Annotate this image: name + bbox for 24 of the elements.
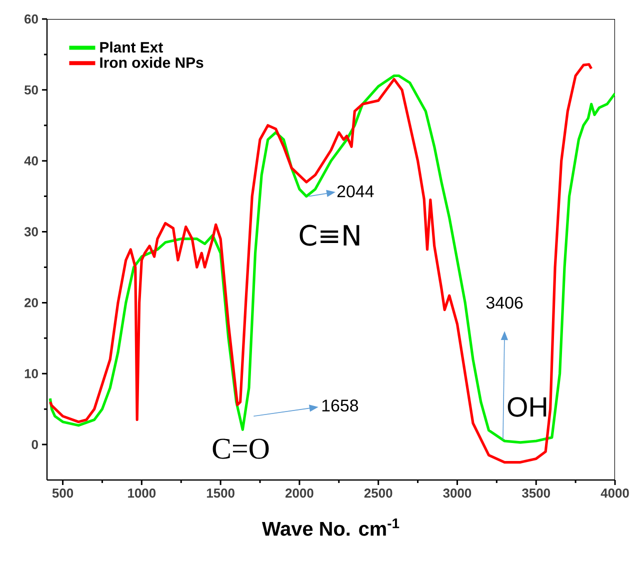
x-tick-label: 2000: [285, 488, 314, 498]
y-tick-label: 50: [24, 85, 38, 95]
annotation: C=O: [212, 438, 269, 459]
x-tick-label: 3000: [443, 488, 472, 498]
text: Wave No. cm$^{-1}$: [262, 518, 400, 536]
annotation: OH: [508, 397, 546, 417]
x-tick-label: 2500: [364, 488, 392, 498]
x-tick-label: 500: [52, 488, 74, 498]
y-tick-label: 30: [24, 227, 38, 236]
y-tick-label: 0: [32, 440, 38, 450]
y-tick-label: 40: [24, 156, 38, 166]
x-tick-label: 1000: [128, 488, 156, 498]
legend-label: Plant Ext: [100, 42, 163, 53]
annotation: 2044: [337, 185, 374, 198]
annotation: C≡N: [300, 224, 360, 246]
y-tick-label: 10: [24, 369, 38, 378]
annotation: 3406: [486, 296, 523, 309]
y-tick-label: 60: [24, 14, 38, 24]
x-tick-label: 1500: [206, 488, 234, 498]
annotation: 1658: [322, 400, 358, 412]
x-tick-label: 4000: [600, 488, 629, 498]
y-tick-label: 20: [24, 298, 38, 308]
x-tick-label: 3500: [522, 488, 550, 498]
legend-label: Iron oxide NPs: [100, 56, 204, 68]
